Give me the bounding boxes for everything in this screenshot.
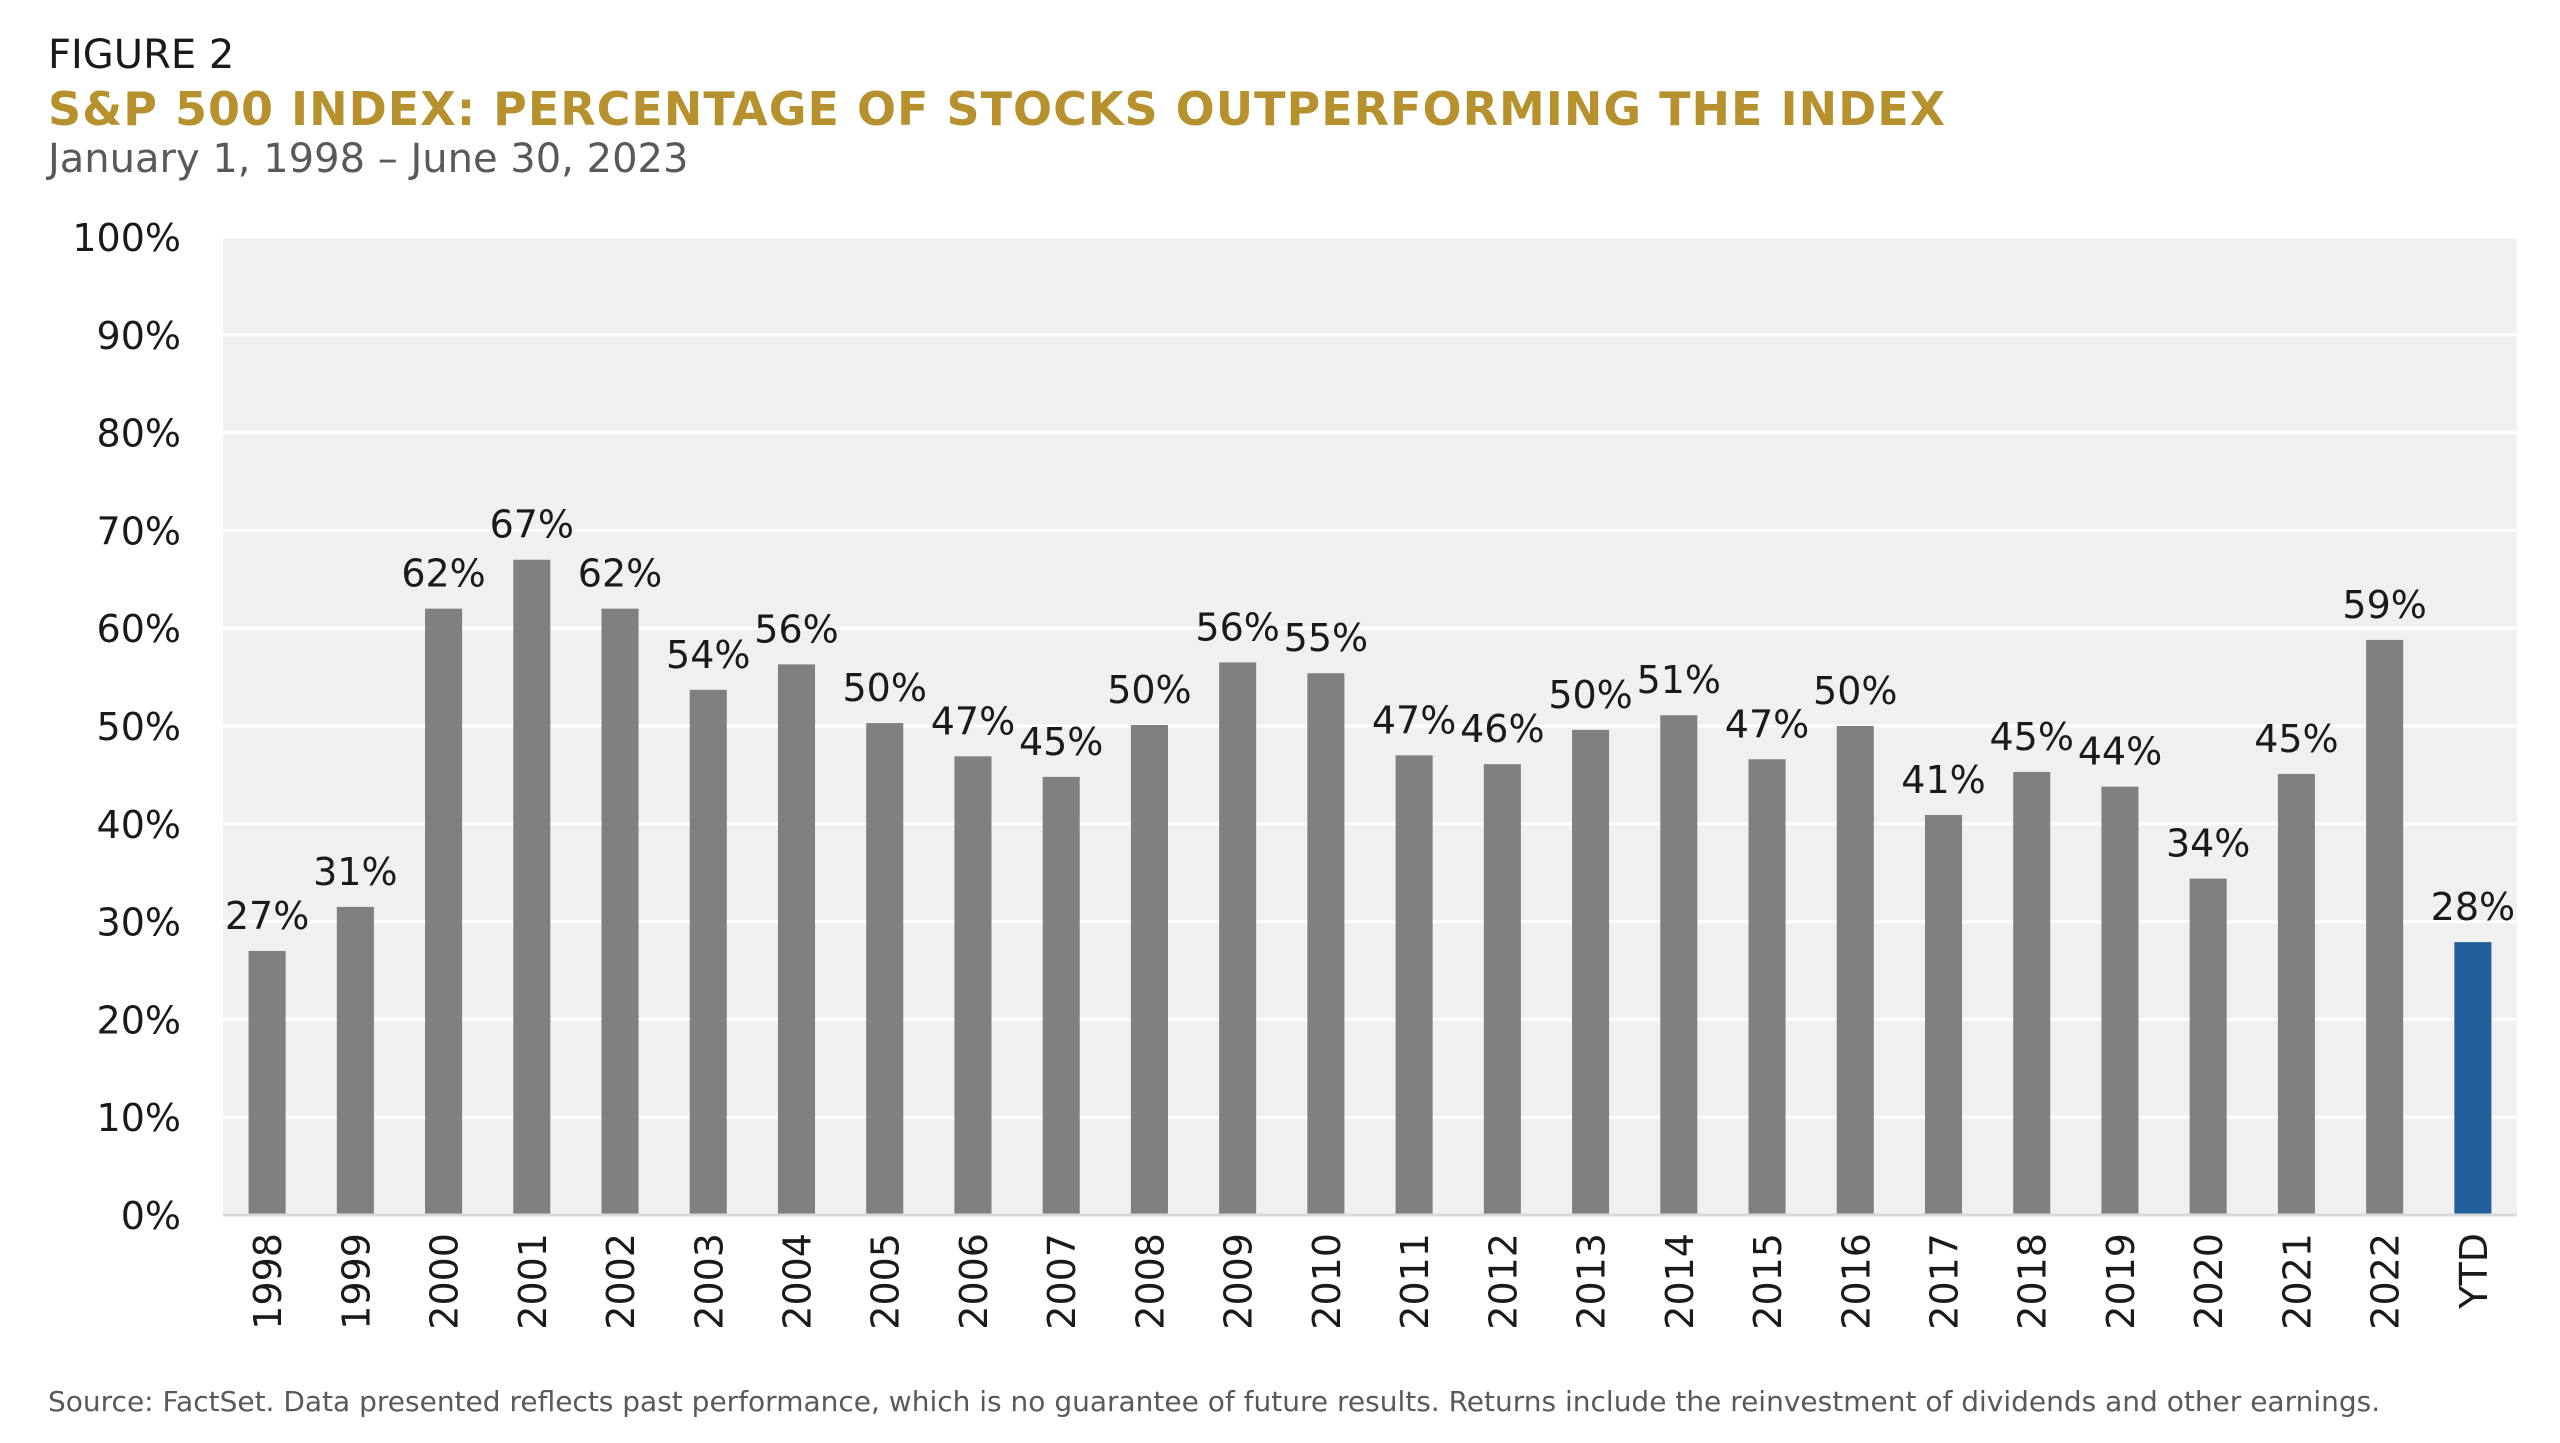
bar xyxy=(866,723,904,1215)
bar xyxy=(513,559,551,1215)
x-tick-label: 2015 xyxy=(1746,1233,1790,1330)
bar xyxy=(2454,942,2492,1215)
bar xyxy=(1836,726,1874,1215)
data-label: 56% xyxy=(1195,605,1279,649)
bar xyxy=(1395,755,1433,1215)
bar xyxy=(2366,639,2404,1215)
bar xyxy=(777,664,816,1215)
x-tick-label: 2003 xyxy=(687,1233,731,1330)
x-axis: 1998 1999 2000 2001 2002 2003 2004 2005 2006 2007… xyxy=(223,1213,2517,1330)
y-tick-label: 0% xyxy=(121,1194,181,1238)
y-tick-label: 20% xyxy=(97,998,181,1042)
data-label: 44% xyxy=(2078,730,2162,774)
y-tick-label: 90% xyxy=(97,314,181,358)
bars xyxy=(248,559,2492,1215)
y-tick-label: 100% xyxy=(72,216,181,260)
x-tick-label: 2008 xyxy=(1128,1233,1172,1330)
x-tick-label: 2007 xyxy=(1040,1233,1084,1330)
bar xyxy=(2189,878,2227,1215)
bar xyxy=(689,689,727,1215)
bar xyxy=(2013,771,2051,1215)
x-tick-label: 2011 xyxy=(1393,1233,1437,1330)
bar xyxy=(601,608,639,1215)
x-tick-label: 2019 xyxy=(2099,1233,2143,1330)
data-label: 56% xyxy=(754,607,838,651)
bar xyxy=(1660,715,1698,1215)
x-tick-label: 2006 xyxy=(952,1233,996,1330)
bar xyxy=(1042,776,1080,1215)
y-tick-label: 50% xyxy=(97,705,181,749)
data-label: 55% xyxy=(1284,616,1368,660)
x-tick-label: 2012 xyxy=(1481,1233,1525,1330)
bar xyxy=(1219,662,1257,1215)
x-tick-label: 2018 xyxy=(2011,1233,2055,1330)
bar xyxy=(248,950,286,1215)
data-label: 47% xyxy=(1372,698,1456,742)
x-tick-label: 2021 xyxy=(2275,1233,2319,1330)
bar xyxy=(425,608,463,1215)
data-label: 50% xyxy=(1107,668,1191,712)
y-axis: 0% 10% 20% 30% 40% 50% 60% 70% 80% 90% 100% xyxy=(72,216,181,1238)
data-label: 62% xyxy=(401,552,485,596)
source-note: Source: FactSet. Data presented reflects… xyxy=(48,1385,2381,1418)
data-label: 50% xyxy=(842,666,926,710)
bar xyxy=(336,906,374,1215)
x-tick-label: 2022 xyxy=(2364,1233,2408,1330)
y-tick-label: 80% xyxy=(97,412,181,456)
x-tick-label: 2009 xyxy=(1217,1233,1261,1330)
figure-label: FIGURE 2 xyxy=(48,32,235,78)
x-tick-label: 2000 xyxy=(423,1233,467,1330)
data-label: 45% xyxy=(1989,715,2073,759)
data-label: 31% xyxy=(313,850,397,894)
data-label: 62% xyxy=(578,552,662,596)
x-tick-label: 2013 xyxy=(1570,1233,1614,1330)
bar xyxy=(1924,814,1963,1215)
bar xyxy=(954,756,992,1215)
x-tick-label: 2002 xyxy=(599,1233,643,1330)
y-tick-label: 60% xyxy=(97,607,181,651)
x-tick-label: 2001 xyxy=(511,1233,555,1330)
y-tick-label: 40% xyxy=(97,803,181,847)
data-labels: 27%31%62%67%62%54%56%50%47% 45%50%56% 55%4… xyxy=(225,503,2515,938)
y-tick-label: 30% xyxy=(97,901,181,945)
data-label: 27% xyxy=(225,894,309,938)
x-tick-label: 2005 xyxy=(864,1233,908,1330)
data-label: 34% xyxy=(2166,822,2250,866)
bar xyxy=(1130,725,1168,1215)
data-label: 47% xyxy=(1725,702,1809,746)
bar xyxy=(2101,786,2139,1215)
data-label: 41% xyxy=(1901,758,1985,802)
y-tick-label: 10% xyxy=(97,1096,181,1140)
data-label: 50% xyxy=(1813,669,1897,713)
data-label: 67% xyxy=(490,503,574,547)
x-tick-label: 2010 xyxy=(1305,1233,1349,1330)
bar xyxy=(1572,729,1610,1215)
x-tick-label: 2004 xyxy=(776,1233,820,1330)
data-label: 59% xyxy=(2342,583,2426,627)
x-tick-label: YTD xyxy=(2452,1233,2496,1310)
x-tick-label: 1998 xyxy=(246,1233,290,1330)
x-tick-label: 2020 xyxy=(2187,1233,2231,1330)
data-label: 47% xyxy=(931,699,1015,743)
data-label: 28% xyxy=(2431,885,2515,929)
bar xyxy=(1483,764,1521,1215)
data-label: 50% xyxy=(1548,673,1632,717)
bar xyxy=(2277,773,2315,1215)
data-label: 46% xyxy=(1460,707,1544,751)
x-tick-label: 1999 xyxy=(334,1233,378,1330)
y-tick-label: 70% xyxy=(97,509,181,553)
chart-title: S&P 500 INDEX: PERCENTAGE OF STOCKS OUTP… xyxy=(48,82,1947,136)
x-tick-label: 2014 xyxy=(1658,1233,1702,1330)
chart-subtitle: January 1, 1998 – June 30, 2023 xyxy=(48,136,689,182)
bar xyxy=(1748,759,1786,1215)
x-tick-label: 2016 xyxy=(1834,1233,1878,1330)
data-label: 54% xyxy=(666,633,750,677)
data-label: 51% xyxy=(1637,658,1721,702)
data-label: 45% xyxy=(1019,720,1103,764)
bar xyxy=(1307,673,1345,1215)
x-tick-label: 2017 xyxy=(1923,1233,1967,1330)
data-label: 45% xyxy=(2254,717,2338,761)
